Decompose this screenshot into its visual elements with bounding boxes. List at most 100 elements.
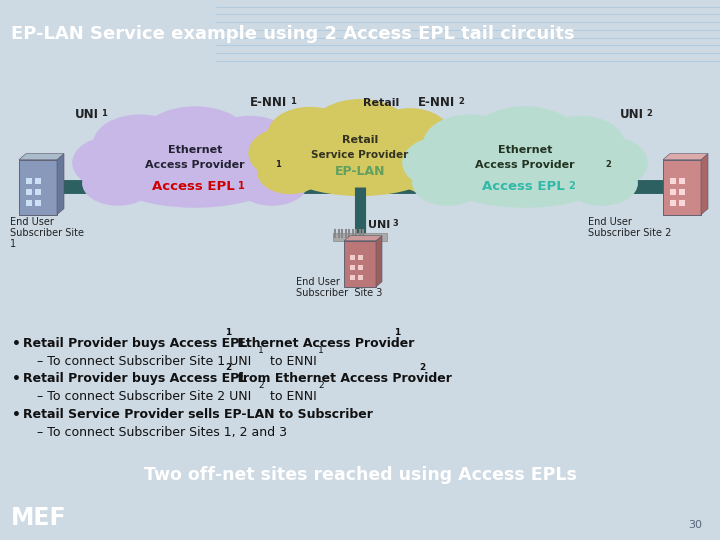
Text: •: • <box>12 337 21 351</box>
Text: 1: 1 <box>10 239 16 249</box>
Ellipse shape <box>238 137 317 188</box>
Text: MEF: MEF <box>11 505 66 530</box>
Text: UNI: UNI <box>620 108 644 121</box>
Ellipse shape <box>398 152 462 193</box>
Bar <box>358 275 363 280</box>
Text: Service Provider: Service Provider <box>311 150 409 160</box>
Bar <box>26 178 32 184</box>
Text: 2: 2 <box>419 363 425 373</box>
Text: UNI: UNI <box>368 220 390 229</box>
Bar <box>350 275 355 280</box>
Text: 1: 1 <box>225 328 231 337</box>
Ellipse shape <box>206 117 294 171</box>
Ellipse shape <box>403 137 482 188</box>
Text: EP-LAN: EP-LAN <box>335 165 385 178</box>
Text: 1: 1 <box>101 109 107 118</box>
Ellipse shape <box>268 107 352 162</box>
Bar <box>333 233 387 241</box>
Bar <box>679 178 685 184</box>
Bar <box>35 178 41 184</box>
Ellipse shape <box>102 132 289 207</box>
Ellipse shape <box>237 161 307 205</box>
Text: 1: 1 <box>290 97 296 105</box>
Polygon shape <box>57 153 64 215</box>
Text: Retail: Retail <box>342 134 378 145</box>
Text: 2: 2 <box>458 97 464 105</box>
Ellipse shape <box>312 100 408 157</box>
Bar <box>350 265 355 269</box>
Text: E-NNI: E-NNI <box>418 96 455 109</box>
Text: – To connect Subscriber Site 2 UNI: – To connect Subscriber Site 2 UNI <box>37 390 251 403</box>
Polygon shape <box>376 235 382 287</box>
Text: End User: End User <box>10 217 54 227</box>
Bar <box>35 188 41 194</box>
Text: 1: 1 <box>395 328 400 337</box>
Bar <box>19 160 57 215</box>
Polygon shape <box>19 153 64 160</box>
Text: Access Provider: Access Provider <box>475 160 575 170</box>
Text: Subscriber  Site 3: Subscriber Site 3 <box>296 288 382 298</box>
Text: 2: 2 <box>225 363 231 373</box>
Ellipse shape <box>568 137 647 188</box>
Text: Subscriber Site 2: Subscriber Site 2 <box>588 228 671 238</box>
Text: Retail Provider buys Access EPL: Retail Provider buys Access EPL <box>23 373 247 386</box>
Text: Ethernet: Ethernet <box>168 145 222 154</box>
Ellipse shape <box>536 117 624 171</box>
Ellipse shape <box>249 129 321 178</box>
Text: End User: End User <box>588 217 632 227</box>
Polygon shape <box>663 153 708 160</box>
Ellipse shape <box>83 161 153 205</box>
Ellipse shape <box>94 115 186 172</box>
Text: 2: 2 <box>605 160 611 168</box>
Ellipse shape <box>142 107 248 167</box>
Ellipse shape <box>275 124 445 195</box>
Bar <box>358 265 363 269</box>
Text: 2: 2 <box>258 381 264 390</box>
Text: End User: End User <box>296 276 340 287</box>
Text: 2: 2 <box>568 181 575 191</box>
Text: – To connect Subscriber Sites 1, 2 and 3: – To connect Subscriber Sites 1, 2 and 3 <box>37 426 287 439</box>
Text: E-NNI: E-NNI <box>250 96 287 109</box>
Text: Subscriber Site: Subscriber Site <box>10 228 84 238</box>
Ellipse shape <box>73 137 152 188</box>
Text: Ethernet Access Provider: Ethernet Access Provider <box>233 337 414 350</box>
Text: •: • <box>12 408 21 422</box>
Text: 3: 3 <box>392 219 397 228</box>
Text: EP-LAN Service example using 2 Access EPL tail circuits: EP-LAN Service example using 2 Access EP… <box>11 25 575 43</box>
Ellipse shape <box>413 161 483 205</box>
Text: to ENNI: to ENNI <box>266 355 317 368</box>
Ellipse shape <box>472 107 577 167</box>
Ellipse shape <box>567 161 637 205</box>
Text: UNI: UNI <box>75 108 99 121</box>
Text: from Ethernet Access Provider: from Ethernet Access Provider <box>233 373 451 386</box>
Ellipse shape <box>258 152 322 193</box>
Ellipse shape <box>370 109 450 161</box>
Text: 1: 1 <box>275 160 281 168</box>
Text: to ENNI: to ENNI <box>266 390 317 403</box>
Text: 1: 1 <box>318 346 323 355</box>
Bar <box>350 255 355 260</box>
Text: 1: 1 <box>238 181 245 191</box>
Bar <box>679 188 685 194</box>
Text: – To connect Subscriber Site 1 UNI: – To connect Subscriber Site 1 UNI <box>37 355 251 368</box>
Text: Access EPL: Access EPL <box>152 180 235 193</box>
Ellipse shape <box>431 132 618 207</box>
Bar <box>679 200 685 206</box>
Text: 2: 2 <box>318 381 323 390</box>
Text: 1: 1 <box>258 346 264 355</box>
Text: Retail Provider buys Access EPL: Retail Provider buys Access EPL <box>23 337 247 350</box>
Text: Access EPL: Access EPL <box>482 180 564 193</box>
Text: 30: 30 <box>688 520 702 530</box>
Text: •: • <box>12 373 21 387</box>
Bar <box>663 160 701 215</box>
Polygon shape <box>344 235 382 241</box>
Bar <box>670 188 676 194</box>
Text: Retail Service Provider sells EP-LAN to Subscriber: Retail Service Provider sells EP-LAN to … <box>23 408 373 421</box>
Bar <box>670 178 676 184</box>
Text: 2: 2 <box>646 109 652 118</box>
Text: Retail: Retail <box>363 98 400 107</box>
Ellipse shape <box>424 115 516 172</box>
Bar <box>26 188 32 194</box>
Polygon shape <box>701 153 708 215</box>
Ellipse shape <box>399 129 471 178</box>
